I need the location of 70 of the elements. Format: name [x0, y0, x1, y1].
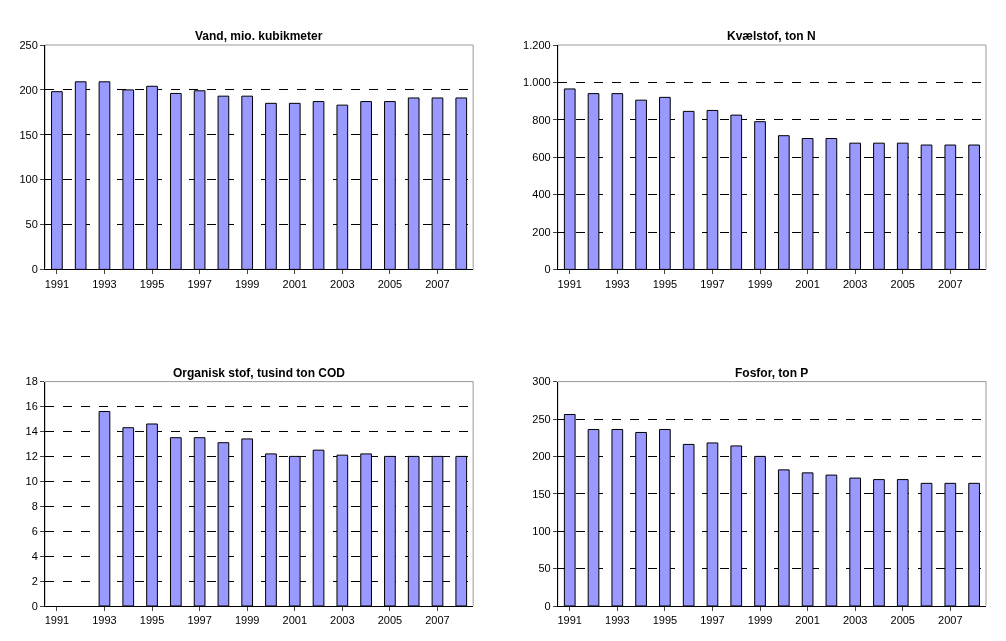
y-tick-label: 18: [25, 375, 38, 388]
y-tick-label: 250: [532, 412, 551, 425]
y-tick-label: 16: [25, 400, 38, 413]
y-tick-label: 14: [25, 425, 38, 438]
x-tick-label: 2001: [795, 277, 820, 290]
y-tick-label: 0: [31, 599, 38, 612]
x-tick-label: 2007: [938, 277, 963, 290]
x-tick-label: 2001: [795, 614, 820, 627]
x-tick-label: 2007: [938, 614, 963, 627]
y-tick-label: 200: [19, 83, 38, 96]
x-tick-label: 1997: [700, 277, 725, 290]
y-tick-label: 2: [31, 574, 38, 587]
x-tick-label: 1999: [234, 614, 260, 627]
y-tick-label: 0: [544, 599, 551, 612]
x-tick-label: 1991: [557, 277, 582, 290]
x-tick-label: 2005: [890, 277, 915, 290]
y-tick-label: 0: [31, 263, 38, 276]
x-tick-label: 2001: [282, 614, 307, 627]
x-tick-label: 1991: [44, 277, 70, 290]
y-tick-label: 300: [532, 375, 551, 388]
x-tick-label: 1993: [605, 614, 630, 627]
y-tick-label: 100: [532, 525, 551, 538]
x-tick-label: 2003: [842, 277, 868, 290]
y-tick-label: 200: [532, 450, 551, 463]
y-tick-label: 10: [25, 475, 38, 488]
x-tick-label: 2001: [282, 277, 307, 290]
x-tick-label: 2007: [425, 277, 450, 290]
y-tick-label: 100: [19, 173, 38, 186]
x-tick-label: 1993: [605, 277, 630, 290]
y-tick-label: 12: [25, 450, 38, 463]
y-tick-label: 6: [31, 525, 38, 538]
x-tick-label: 1999: [234, 277, 260, 290]
x-tick-label: 1995: [139, 614, 165, 627]
y-tick-label: 50: [25, 218, 38, 231]
x-tick-label: 2005: [377, 277, 403, 290]
x-tick-label: 2005: [890, 614, 915, 627]
y-tick-label: 600: [532, 151, 551, 164]
y-tick-label: 50: [538, 562, 551, 575]
chart-title: Organisk stof, tusind ton COD: [173, 366, 346, 380]
y-tick-label: 150: [19, 128, 38, 141]
x-tick-label: 2003: [842, 614, 868, 627]
x-tick-label: 1997: [187, 614, 212, 627]
chart-title: Vand, mio. kubikmeter: [195, 29, 323, 43]
x-tick-label: 1991: [44, 614, 70, 627]
chart-title: Fosfor, ton P: [735, 366, 809, 380]
y-tick-label: 150: [532, 487, 551, 500]
y-tick-label: 200: [532, 225, 551, 238]
y-tick-label: 0: [544, 263, 551, 276]
x-tick-label: 2005: [377, 614, 403, 627]
x-tick-label: 2007: [425, 614, 450, 627]
x-tick-label: 2003: [330, 614, 355, 627]
y-tick-label: 8: [31, 500, 38, 513]
y-tick-label: 1.000: [523, 76, 551, 89]
y-tick-label: 250: [19, 38, 38, 51]
x-tick-label: 1997: [700, 614, 725, 627]
y-tick-label: 800: [532, 113, 551, 126]
y-tick-label: 400: [532, 188, 551, 201]
x-tick-label: 1997: [187, 277, 212, 290]
x-tick-label: 1993: [92, 277, 117, 290]
y-tick-label: 4: [31, 549, 38, 562]
x-tick-label: 1995: [652, 614, 678, 627]
x-tick-label: 2003: [330, 277, 355, 290]
x-tick-label: 1993: [92, 614, 117, 627]
x-tick-label: 1995: [652, 277, 678, 290]
x-tick-label: 1999: [747, 277, 773, 290]
x-tick-label: 1991: [557, 614, 582, 627]
x-tick-label: 1999: [747, 614, 773, 627]
chart-title: Kvælstof, ton N: [727, 29, 816, 43]
y-tick-label: 1.200: [523, 38, 551, 51]
x-tick-label: 1995: [139, 277, 165, 290]
